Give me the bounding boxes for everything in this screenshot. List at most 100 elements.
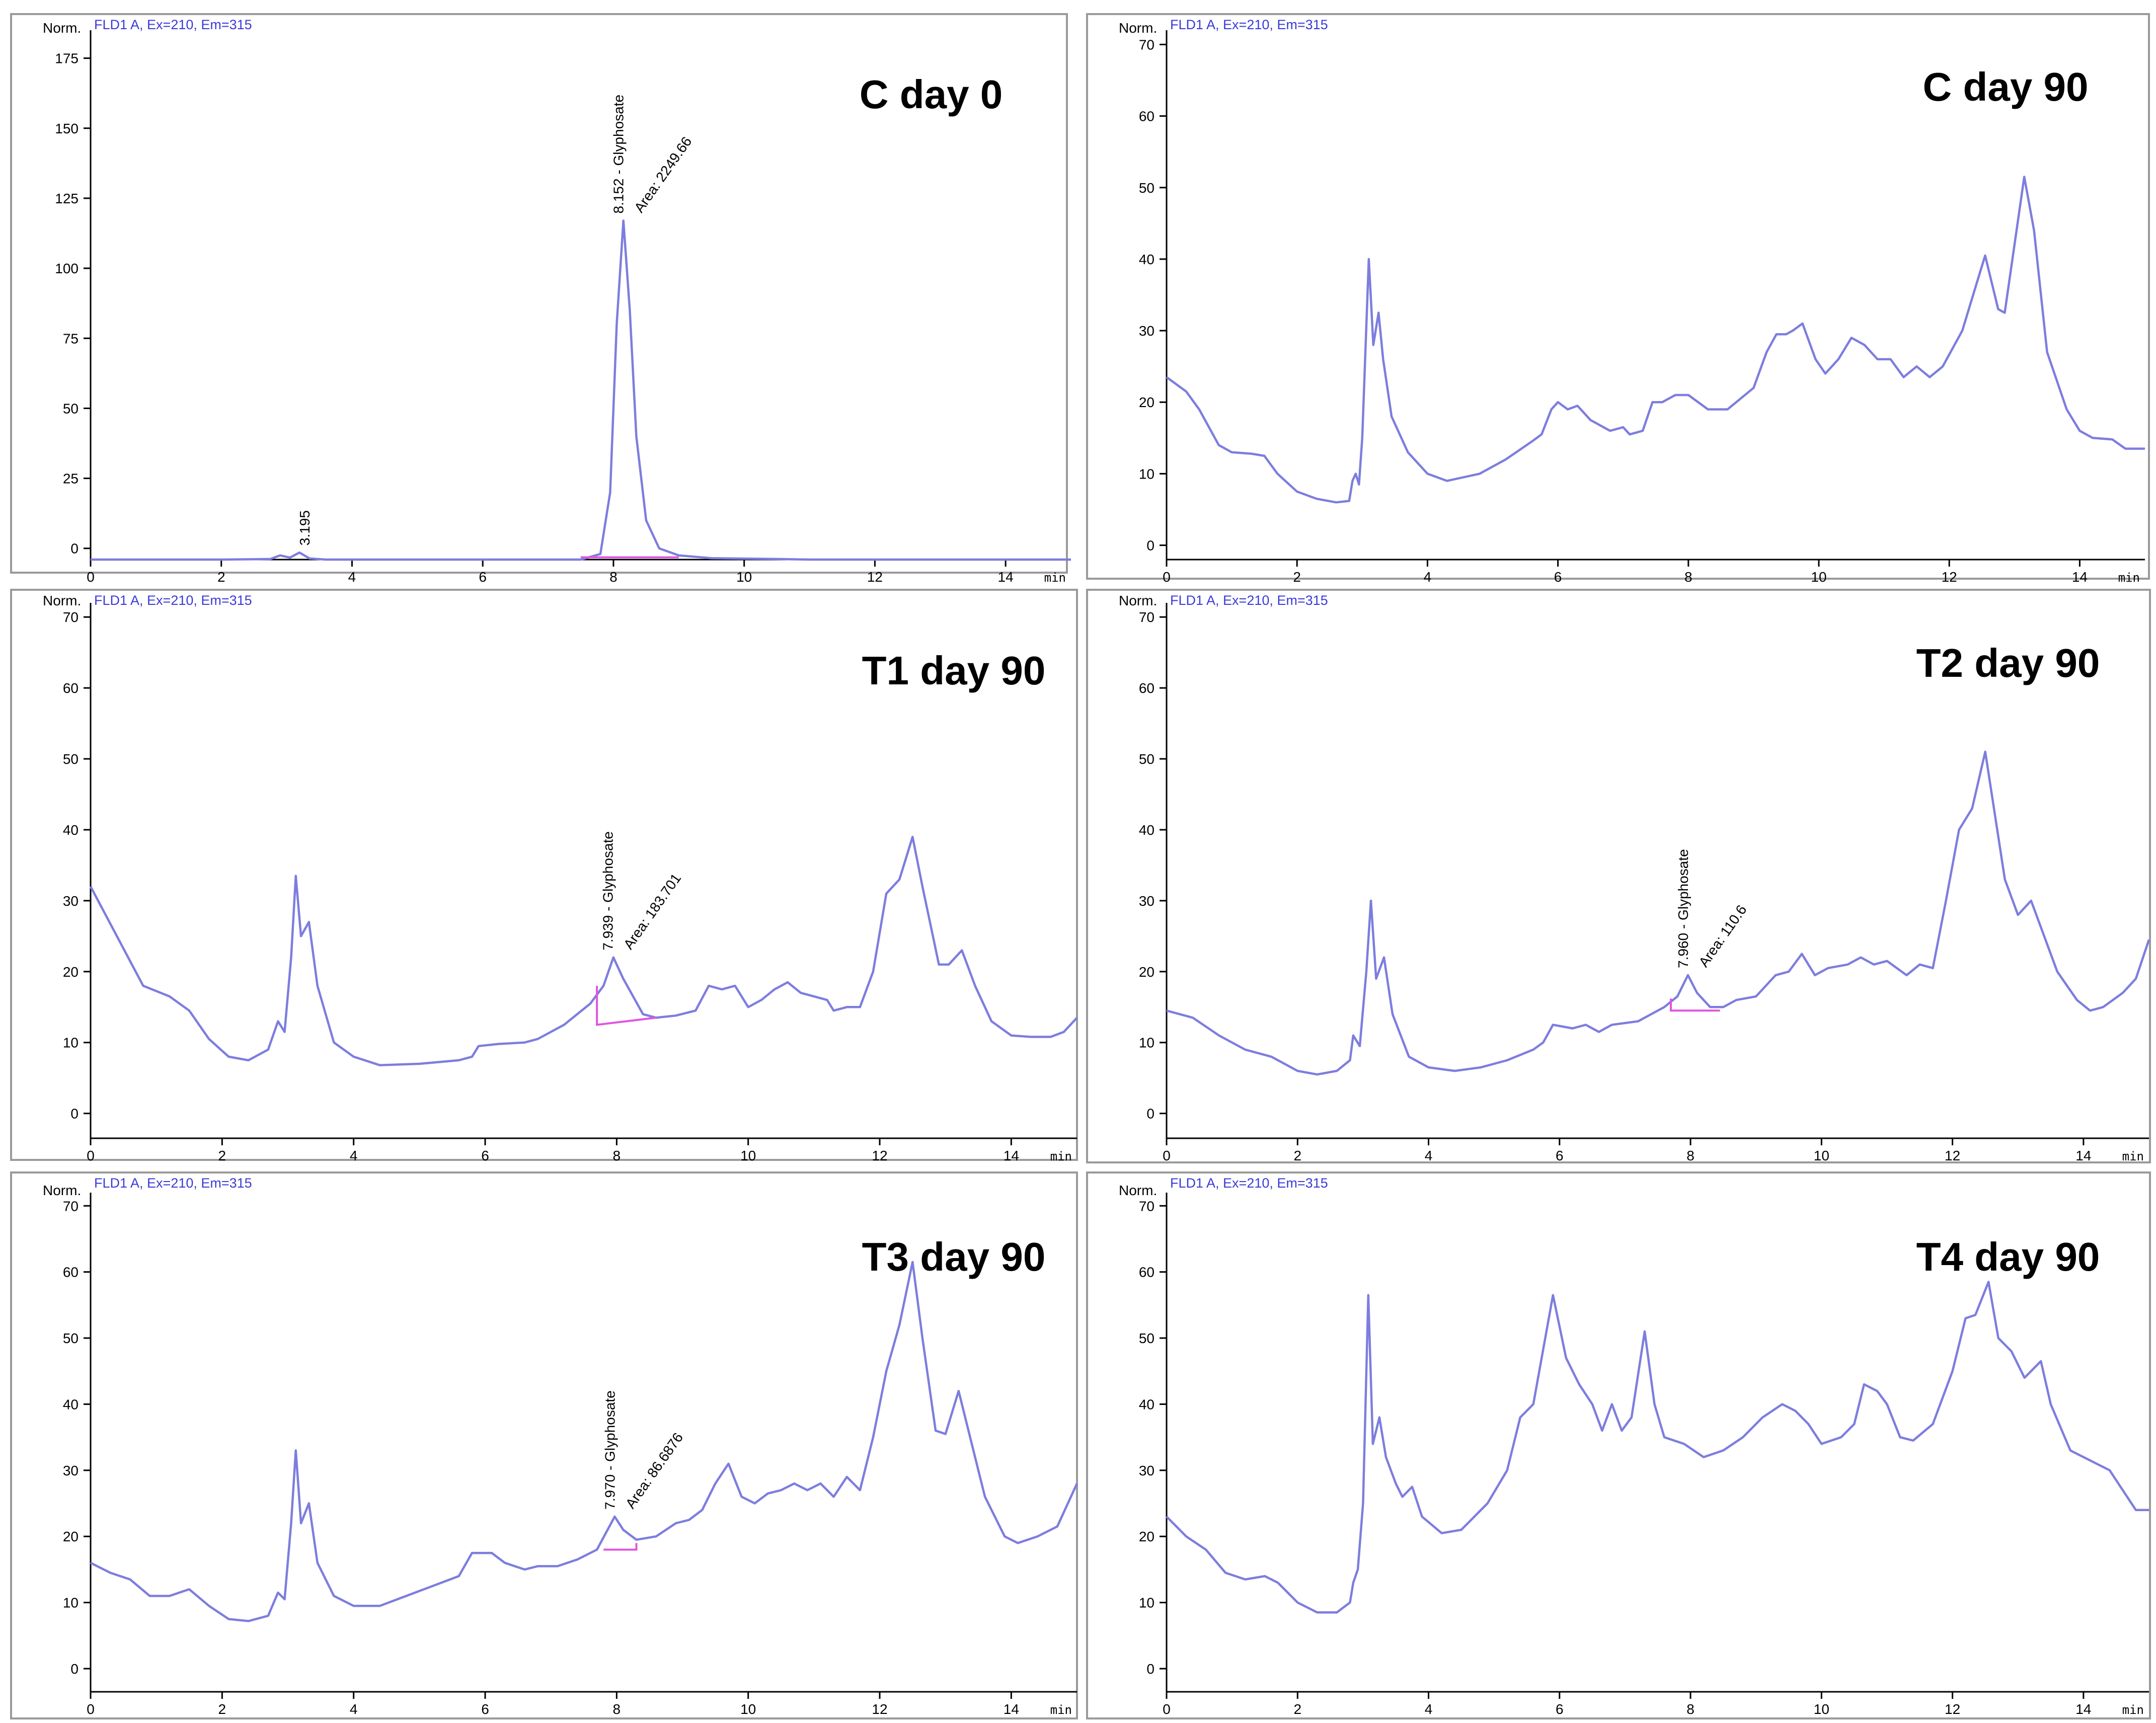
x-tick-label: 12 [872, 1148, 887, 1163]
y-axis-label: Norm. [1119, 593, 1157, 608]
panel-header: FLD1 A, Ex=210, Em=315 [1170, 17, 1328, 32]
y-tick-label: 50 [63, 1330, 79, 1346]
y-tick-label: 20 [1139, 395, 1154, 410]
y-tick-label: 60 [1139, 109, 1154, 124]
x-tick-label: 6 [479, 569, 487, 585]
y-tick-label: 0 [1146, 538, 1154, 554]
x-tick-label: 6 [481, 1701, 489, 1717]
peak-label: 7.960 - Glyphosate [1675, 849, 1691, 968]
y-tick-label: 30 [1139, 323, 1154, 339]
y-tick-label: 50 [1139, 180, 1154, 196]
y-tick-label: 100 [55, 261, 79, 276]
y-tick-label: 20 [63, 1529, 79, 1544]
panel-title: T4 day 90 [1916, 1234, 2100, 1279]
y-tick-label: 10 [63, 1035, 79, 1051]
y-tick-label: 60 [63, 1265, 79, 1280]
panel-header: FLD1 A, Ex=210, Em=315 [1170, 1176, 1328, 1191]
x-tick-label: 4 [1424, 569, 1432, 585]
x-tick-label: 0 [1163, 569, 1171, 585]
trace-line [1166, 750, 2150, 1076]
y-tick-label: 20 [1139, 964, 1154, 980]
x-tick-label: 4 [350, 1148, 358, 1163]
panel-header: FLD1 A, Ex=210, Em=315 [94, 1176, 252, 1191]
trace-line [91, 219, 1071, 561]
y-tick-label: 0 [70, 1661, 79, 1677]
y-tick-label: 50 [63, 751, 79, 767]
x-tick-label: 8 [613, 1701, 621, 1717]
trace-line [1166, 176, 2145, 504]
y-axis-label: Norm. [43, 1183, 81, 1198]
x-tick-label: 10 [736, 569, 752, 585]
y-tick-label: 50 [63, 401, 79, 416]
x-unit-label: min [1044, 571, 1066, 585]
integration-baseline [603, 1543, 638, 1551]
x-tick-label: 8 [1686, 1148, 1695, 1163]
y-tick-label: 60 [63, 680, 79, 696]
y-tick-label: 10 [63, 1595, 79, 1611]
y-tick-label: 175 [55, 51, 79, 66]
panel-t4-day-90: FLD1 A, Ex=210, Em=315Norm.0102030405060… [1086, 1171, 2151, 1719]
y-tick-label: 20 [63, 964, 79, 980]
x-tick-label: 0 [87, 1148, 95, 1163]
y-tick-label: 75 [63, 331, 79, 346]
x-unit-label: min [1050, 1703, 1072, 1717]
x-tick-label: 14 [998, 569, 1014, 585]
x-tick-label: 8 [1684, 569, 1692, 585]
x-tick-label: 0 [87, 1701, 95, 1717]
x-tick-label: 2 [218, 1701, 226, 1717]
x-tick-label: 2 [218, 1148, 226, 1163]
x-tick-label: 0 [1163, 1148, 1171, 1163]
peak-label: 3.195 [297, 510, 313, 545]
y-tick-label: 20 [1139, 1529, 1154, 1544]
x-tick-label: 10 [1814, 1701, 1829, 1717]
x-tick-label: 4 [1425, 1701, 1433, 1717]
x-tick-label: 8 [609, 569, 618, 585]
x-tick-label: 2 [217, 569, 225, 585]
peak-label: 8.152 - Glyphosate [611, 95, 627, 214]
trace-line [90, 835, 1078, 1067]
x-tick-label: 10 [740, 1701, 756, 1717]
y-axis-label: Norm. [1119, 1183, 1157, 1198]
y-tick-label: 30 [63, 893, 79, 909]
x-tick-label: 14 [1004, 1701, 1019, 1717]
x-tick-label: 4 [348, 569, 356, 585]
y-tick-label: 10 [1139, 1035, 1154, 1051]
panel-header: FLD1 A, Ex=210, Em=315 [94, 593, 252, 608]
y-tick-label: 0 [70, 1106, 79, 1122]
panel-frame [1086, 1171, 2151, 1719]
x-unit-label: min [1050, 1149, 1072, 1163]
x-tick-label: 12 [1945, 1148, 1960, 1163]
panel-title: T1 day 90 [862, 648, 1046, 693]
y-tick-label: 70 [63, 1198, 79, 1214]
x-unit-label: min [2122, 1703, 2144, 1717]
panel-header: FLD1 A, Ex=210, Em=315 [94, 17, 252, 32]
y-tick-label: 60 [1139, 680, 1154, 696]
x-tick-label: 2 [1293, 1701, 1301, 1717]
y-tick-label: 10 [1139, 1595, 1154, 1611]
trace-line [90, 1261, 1079, 1622]
x-tick-label: 4 [350, 1701, 358, 1717]
x-tick-label: 14 [2072, 569, 2088, 585]
y-tick-label: 40 [63, 1396, 79, 1412]
y-tick-label: 70 [1139, 609, 1154, 625]
integration-baseline [596, 986, 656, 1026]
panel-c-day-0: FLD1 A, Ex=210, Em=315Norm.0255075100125… [10, 13, 1071, 585]
y-axis-label: Norm. [43, 20, 81, 36]
panel-t1-day-90: FLD1 A, Ex=210, Em=315Norm.0102030405060… [10, 589, 1078, 1163]
peak-label: 7.970 - Glyphosate [602, 1390, 618, 1510]
x-tick-label: 14 [2075, 1148, 2091, 1163]
x-tick-label: 12 [1945, 1701, 1960, 1717]
y-tick-label: 30 [63, 1463, 79, 1478]
x-tick-label: 6 [481, 1148, 489, 1163]
x-tick-label: 6 [1556, 1701, 1564, 1717]
trace-line [1166, 1281, 2149, 1614]
y-tick-label: 40 [63, 822, 79, 838]
y-tick-label: 0 [1146, 1106, 1154, 1122]
y-tick-label: 10 [1139, 466, 1154, 482]
x-tick-label: 12 [1942, 569, 1957, 585]
panel-header: FLD1 A, Ex=210, Em=315 [1170, 593, 1328, 608]
x-tick-label: 12 [867, 569, 883, 585]
x-tick-label: 2 [1293, 569, 1301, 585]
y-tick-label: 70 [63, 609, 79, 625]
